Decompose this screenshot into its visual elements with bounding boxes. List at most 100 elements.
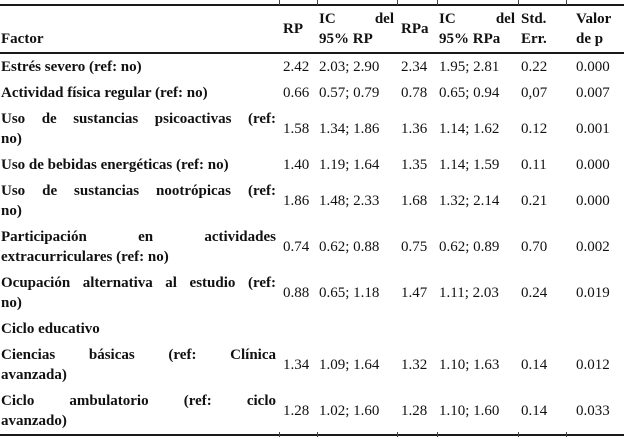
- cell-factor: Estrés severo (ref: no): [0, 53, 279, 80]
- col-header-std-line2: Err.: [521, 31, 547, 47]
- cell-std-err: 0.14: [521, 403, 548, 419]
- column-tick: [437, 432, 438, 437]
- header-row: Factor RP IC del 95% RP RPa IC del 95% RPa…: [0, 5, 624, 53]
- cell-std-err: 0.21: [521, 193, 548, 209]
- cell-ic-95-rpa: 0.65; 0.94: [439, 85, 500, 101]
- cell-ic-95-rp: 0.62; 0.88: [319, 239, 380, 255]
- column-tick: [566, 0, 567, 5]
- cell-rpa: 1.35: [401, 157, 428, 173]
- factor-line: Estrés severo (ref: no): [1, 59, 142, 75]
- column-tick: [279, 0, 280, 5]
- cell-rp: [279, 316, 317, 342]
- cell-valor-p: 0.012: [576, 357, 610, 373]
- cell-rpa: 2.34: [401, 59, 428, 75]
- col-header-valor-line1: Valor: [576, 11, 612, 27]
- factor-line: Ciclo educativo: [1, 321, 100, 337]
- col-header-ic-rpa-line2: 95% RPa: [439, 31, 501, 47]
- table-body: Estrés severo (ref: no) 2.42 2.03; 2.90 2.3…: [0, 53, 624, 435]
- cell-ic-95-rp: 2.03; 2.90: [319, 59, 380, 75]
- factor-line: no): [1, 203, 22, 219]
- cell-rp: 1.58: [283, 121, 310, 137]
- table-row: Ciclo ambulatorio (ref: ciclo avanzado) 1.…: [0, 388, 624, 435]
- cell-factor: Participación en actividades extracurricu…: [0, 224, 279, 270]
- factor-line: Uso de sustancias psicoactivas (ref:: [1, 111, 276, 127]
- cell-rpa: 1.47: [401, 285, 428, 301]
- cell-ic-95-rp: [317, 316, 397, 342]
- factor-line: Uso de sustancias nootrópicas (ref:: [1, 183, 276, 199]
- cell-ic-95-rp: 0.65; 1.18: [319, 285, 380, 301]
- col-header-valor-p: Valor de p: [566, 5, 624, 53]
- cell-valor-p: [566, 316, 624, 342]
- col-header-ic-rp-line2: 95% RP: [319, 31, 373, 47]
- cell-rpa: 0.75: [401, 239, 428, 255]
- cell-factor: Uso de sustancias psicoactivas (ref: no): [0, 106, 279, 152]
- cell-rp: 2.42: [283, 59, 310, 75]
- table-row: Actividad física regular (ref: no) 0.66 0.…: [0, 80, 624, 106]
- cell-rp: 1.86: [283, 193, 310, 209]
- del-label: del: [495, 11, 515, 27]
- cell-valor-p: 0.000: [576, 193, 610, 209]
- col-header-factor: Factor: [1, 31, 44, 47]
- cell-ic-95-rp: 1.19; 1.64: [319, 157, 380, 173]
- cell-std-err: [518, 316, 566, 342]
- factor-line: Participación en actividades: [1, 229, 276, 245]
- column-tick: [279, 432, 280, 437]
- cell-std-err: 0.11: [521, 157, 547, 173]
- ic-label: IC: [319, 11, 336, 27]
- cell-rp: 1.40: [283, 157, 310, 173]
- cell-std-err: 0.12: [521, 121, 548, 137]
- cell-valor-p: 0.001: [576, 121, 610, 137]
- column-tick: [397, 432, 398, 437]
- cell-factor: Uso de sustancias nootrópicas (ref: no): [0, 178, 279, 224]
- cell-ic-95-rpa: 1.11; 2.03: [439, 285, 499, 301]
- table-row: Ciclo educativo: [0, 316, 624, 342]
- column-tick: [397, 0, 398, 5]
- cell-std-err: 0.22: [521, 59, 548, 75]
- factor-line: no): [1, 131, 22, 147]
- cell-valor-p: 0.000: [576, 59, 610, 75]
- cell-std-err: 0.24: [521, 285, 548, 301]
- table-row: Uso de bebidas energéticas (ref: no) 1.40…: [0, 152, 624, 178]
- cell-valor-p: 0.007: [576, 85, 610, 101]
- col-header-rpa: RPa: [401, 21, 429, 37]
- cell-std-err: 0.14: [521, 357, 548, 373]
- cell-rpa: 1.36: [401, 121, 428, 137]
- cell-rp: 0.74: [283, 239, 310, 255]
- factor-line: Actividad física regular (ref: no): [1, 85, 208, 101]
- cell-ic-95-rpa: 1.10; 1.63: [439, 357, 500, 373]
- table-row: Uso de sustancias psicoactivas (ref: no) 1…: [0, 106, 624, 152]
- cell-ic-95-rpa: 1.14; 1.59: [439, 157, 500, 173]
- results-table: Factor RP IC del 95% RP RPa IC del 95% RPa…: [0, 4, 624, 436]
- cell-factor: Ciclo educativo: [0, 316, 279, 342]
- column-tick: [518, 432, 519, 437]
- factor-line: Uso de bebidas energéticas (ref: no): [1, 157, 229, 173]
- table-row: Ciencias básicas (ref: Clínica avanzada) 1…: [0, 342, 624, 388]
- cell-ic-95-rpa: 1.10; 1.60: [439, 403, 500, 419]
- cell-rpa: [397, 316, 437, 342]
- col-header-rp: RP: [283, 21, 303, 37]
- column-tick: [317, 0, 318, 5]
- column-tick: [518, 0, 519, 5]
- col-header-ic-rpa-line1: IC del: [439, 9, 515, 29]
- cell-valor-p: 0.019: [576, 285, 610, 301]
- col-header-ic-rp-line1: IC del: [319, 9, 394, 29]
- cell-rpa: 1.68: [401, 193, 428, 209]
- cell-rp: 0.88: [283, 285, 310, 301]
- factor-line: Ocupación alternativa al estudio (ref:: [1, 275, 276, 291]
- col-header-std-err: Std. Err.: [518, 5, 566, 53]
- cell-factor: Ocupación alternativa al estudio (ref: no…: [0, 270, 279, 316]
- ic-label: IC: [439, 11, 456, 27]
- col-header-ic-95-rp: IC del 95% RP: [317, 5, 397, 53]
- cell-valor-p: 0.033: [576, 403, 610, 419]
- del-label: del: [374, 11, 394, 27]
- cell-std-err: 0,07: [521, 85, 548, 101]
- cell-factor: Ciencias básicas (ref: Clínica avanzada): [0, 342, 279, 388]
- cell-factor: Uso de bebidas energéticas (ref: no): [0, 152, 279, 178]
- table-row: Estrés severo (ref: no) 2.42 2.03; 2.90 2.3…: [0, 53, 624, 80]
- cell-ic-95-rp: 0.57; 0.79: [319, 85, 380, 101]
- cell-std-err: 0.70: [521, 239, 548, 255]
- cell-ic-95-rp: 1.34; 1.86: [319, 121, 380, 137]
- col-header-ic-95-rpa: IC del 95% RPa: [437, 5, 518, 53]
- cell-rpa: 0.78: [401, 85, 428, 101]
- factor-line: Ciencias básicas (ref: Clínica: [1, 347, 276, 363]
